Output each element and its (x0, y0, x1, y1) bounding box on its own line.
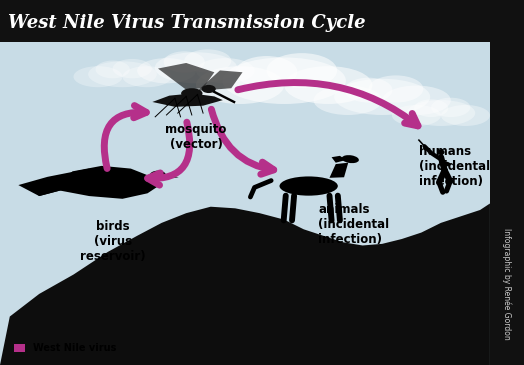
Ellipse shape (202, 85, 216, 93)
Polygon shape (60, 166, 160, 199)
Polygon shape (0, 203, 490, 365)
Polygon shape (330, 163, 348, 178)
Ellipse shape (222, 57, 346, 104)
Ellipse shape (196, 58, 255, 83)
Ellipse shape (392, 105, 441, 126)
Ellipse shape (137, 58, 196, 83)
Ellipse shape (196, 66, 284, 104)
Polygon shape (18, 169, 102, 196)
Ellipse shape (181, 88, 202, 99)
Ellipse shape (342, 155, 359, 163)
Ellipse shape (313, 85, 382, 115)
Text: mosquito
(vector): mosquito (vector) (165, 123, 227, 151)
Ellipse shape (163, 51, 205, 73)
Ellipse shape (344, 78, 392, 103)
Ellipse shape (382, 85, 451, 115)
Ellipse shape (407, 100, 475, 126)
Ellipse shape (431, 98, 471, 117)
Polygon shape (158, 63, 214, 90)
Polygon shape (332, 156, 346, 163)
Ellipse shape (95, 61, 130, 78)
Ellipse shape (113, 59, 152, 78)
Text: animals
(incidental
infection): animals (incidental infection) (319, 203, 389, 246)
Polygon shape (31, 182, 60, 196)
Text: West Nile Virus Transmission Cycle: West Nile Virus Transmission Cycle (8, 14, 365, 32)
Ellipse shape (414, 99, 449, 117)
Ellipse shape (267, 53, 337, 88)
Ellipse shape (123, 66, 171, 87)
Ellipse shape (155, 52, 237, 83)
Ellipse shape (334, 79, 430, 115)
Text: Infographic by Renée Gordon: Infographic by Renée Gordon (502, 228, 512, 340)
Text: humans
(incidental
infection): humans (incidental infection) (419, 145, 490, 188)
Ellipse shape (441, 105, 490, 126)
Polygon shape (166, 174, 179, 178)
Ellipse shape (149, 171, 166, 180)
Polygon shape (152, 93, 223, 107)
Text: birds
(virus
reservoir): birds (virus reservoir) (80, 220, 146, 263)
Ellipse shape (73, 66, 123, 87)
Ellipse shape (279, 176, 338, 196)
Ellipse shape (368, 76, 423, 103)
Ellipse shape (184, 49, 231, 73)
Ellipse shape (437, 150, 445, 155)
Ellipse shape (236, 56, 298, 88)
Legend: West Nile virus: West Nile virus (10, 339, 121, 357)
Polygon shape (198, 70, 243, 91)
Ellipse shape (284, 66, 373, 104)
Ellipse shape (88, 61, 157, 87)
